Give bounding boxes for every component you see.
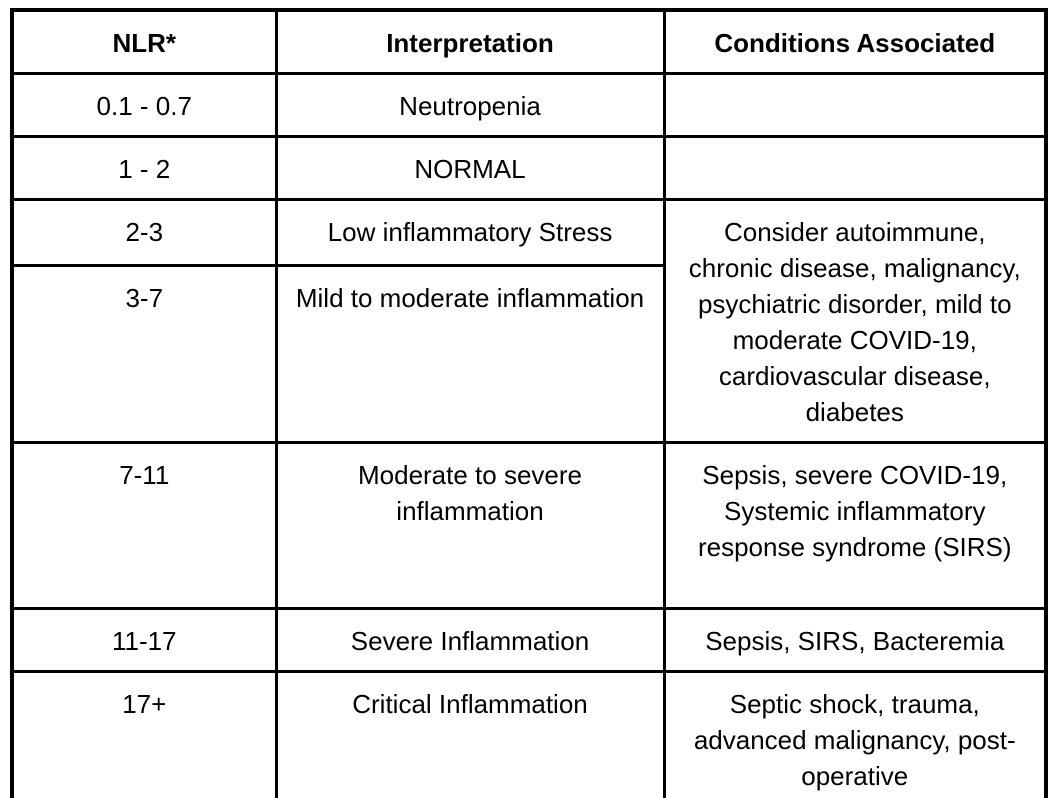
conditions-cell: Sepsis, SIRS, Bacteremia (662, 607, 1048, 673)
interpretation-cell: Low inflammatory Stress (274, 197, 666, 268)
nlr-cell: 2-3 (10, 197, 278, 268)
table-row: 17+ Critical Inflammation Septic shock, … (10, 670, 1048, 798)
interpretation-cell: Neutropenia (274, 72, 666, 138)
table-row: 2-3 Low inflammatory Stress Consider aut… (10, 197, 1048, 444)
nlr-cell: 0.1 - 0.7 (10, 72, 278, 138)
interpretation-cell: NORMAL (274, 135, 666, 201)
header-row: NLR* Interpretation Conditions Associate… (10, 8, 1048, 75)
conditions-cell: Septic shock, trauma, advanced malignanc… (662, 670, 1048, 798)
table-row: 0.1 - 0.7 Neutropenia (10, 72, 1048, 138)
nlr-cell: 1 - 2 (10, 135, 278, 201)
conditions-cell-empty (662, 135, 1048, 201)
header-nlr: NLR* (10, 8, 278, 75)
interpretation-cell: Severe Inflammation (274, 607, 666, 673)
interpretation-cell: Critical Inflammation (274, 670, 666, 798)
nlr-cell: 17+ (10, 670, 278, 798)
nlr-reference-table: NLR* Interpretation Conditions Associate… (10, 8, 1048, 798)
nlr-cell: 3-7 (10, 264, 278, 444)
conditions-cell: Sepsis, severe COVID-19, Systemic inflam… (662, 441, 1048, 610)
table-row: 7-11 Moderate to severe inflammation Sep… (10, 441, 1048, 610)
nlr-cell: 7-11 (10, 441, 278, 610)
conditions-cell-merged: Consider autoimmune, chronic disease, ma… (662, 198, 1048, 444)
interpretation-cell: Mild to moderate inflammation (274, 264, 666, 444)
header-interpretation: Interpretation (274, 8, 666, 75)
table-row: 3-7 Mild to moderate inflammation (10, 264, 1046, 444)
header-conditions: Conditions Associated (662, 8, 1048, 75)
conditions-cell-empty (662, 72, 1048, 138)
table-row: 1 - 2 NORMAL (10, 135, 1048, 201)
table-row: 11-17 Severe Inflammation Sepsis, SIRS, … (10, 607, 1048, 673)
nlr-cell: 11-17 (10, 607, 278, 673)
interpretation-cell: Moderate to severe inflammation (274, 441, 666, 610)
